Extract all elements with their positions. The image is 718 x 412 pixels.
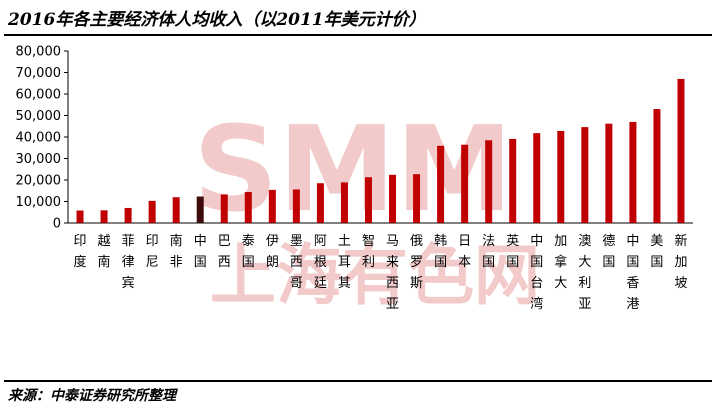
bar xyxy=(653,109,661,223)
x-tick-label: 马来西亚 xyxy=(386,234,399,312)
bar xyxy=(340,182,348,223)
x-tick-label: 美国 xyxy=(650,234,663,270)
x-tick-label: 中国台湾 xyxy=(530,234,543,312)
x-tick-label: 巴西 xyxy=(218,234,231,270)
x-tick-label: 法国 xyxy=(482,234,495,270)
x-tick-label: 智利 xyxy=(362,234,375,270)
y-tick-label: 20,000 xyxy=(16,174,62,189)
x-tick-label: 越南 xyxy=(98,234,111,270)
x-tick-label: 南非 xyxy=(170,233,183,270)
bar xyxy=(100,210,108,223)
x-tick-label: 澳大利亚 xyxy=(578,233,591,312)
watermark-text: 上海有色网 xyxy=(210,237,540,314)
bar xyxy=(485,140,493,223)
bar xyxy=(292,189,300,223)
chart-title: 2016年各主要经济体人均收入（以2011年美元计价） xyxy=(8,10,426,30)
bar xyxy=(268,189,276,223)
x-tick-label: 加拿大 xyxy=(554,234,567,291)
bar xyxy=(557,130,565,223)
x-tick-label: 新加坡 xyxy=(674,233,687,291)
y-tick-label: 40,000 xyxy=(16,131,62,146)
x-tick-label: 菲律宾 xyxy=(122,234,135,291)
x-tick-label: 土耳其 xyxy=(338,234,351,291)
axes: 0 10,000 20,000 30,000 40,000 50,000 60,000 70,… xyxy=(16,45,693,232)
x-tick-label: 韩国 xyxy=(434,234,447,270)
y-tick-label: 10,000 xyxy=(16,195,62,210)
x-labels: 印度越南菲律宾印尼南非中国巴西泰国伊朗墨西哥阿根廷土耳其智利马来西亚俄罗斯韩国日… xyxy=(74,233,688,312)
bar xyxy=(148,200,156,223)
bar xyxy=(316,183,324,223)
y-tick-label: 60,000 xyxy=(16,88,62,103)
bar xyxy=(389,174,397,223)
x-tick-label: 阿根廷 xyxy=(314,234,327,291)
x-tick-label: 中国香港 xyxy=(626,234,639,312)
y-tick-label: 50,000 xyxy=(16,109,62,124)
y-tick-label: 80,000 xyxy=(16,45,62,60)
bottom-rule xyxy=(4,380,712,382)
bars xyxy=(76,78,685,223)
x-tick-label: 德国 xyxy=(602,234,615,270)
bar xyxy=(629,121,637,223)
bar xyxy=(196,196,204,223)
bar xyxy=(124,207,132,223)
y-tick-label: 70,000 xyxy=(16,66,62,81)
x-tick-label: 泰国 xyxy=(242,234,255,270)
x-tick-label: 印度 xyxy=(74,234,87,270)
x-tick-label: 英国 xyxy=(506,234,519,270)
source-note: 来源：中泰证券研究所整理 xyxy=(8,388,176,404)
bar xyxy=(220,194,228,223)
watermark: SMM 上海有色网 xyxy=(193,100,540,314)
bar xyxy=(76,210,84,223)
bar xyxy=(244,192,252,223)
x-tick-label: 印尼 xyxy=(146,234,159,270)
bar xyxy=(364,177,372,223)
x-tick-label: 伊朗 xyxy=(266,234,279,270)
y-tick-label: 0 xyxy=(53,217,61,232)
x-tick-label: 日本 xyxy=(458,234,471,270)
bar xyxy=(677,78,685,223)
x-tick-label: 中国 xyxy=(194,234,207,270)
bar xyxy=(461,144,469,223)
bar xyxy=(509,138,517,223)
bar xyxy=(605,123,613,223)
x-tick-label: 俄罗斯 xyxy=(410,234,423,291)
bar xyxy=(533,133,541,223)
bar xyxy=(413,174,421,223)
bar xyxy=(437,145,445,223)
x-tick-label: 墨西哥 xyxy=(290,234,303,291)
top-rule xyxy=(4,34,712,36)
bar xyxy=(581,127,589,223)
y-tick-label: 30,000 xyxy=(16,152,62,167)
bar xyxy=(172,197,180,223)
